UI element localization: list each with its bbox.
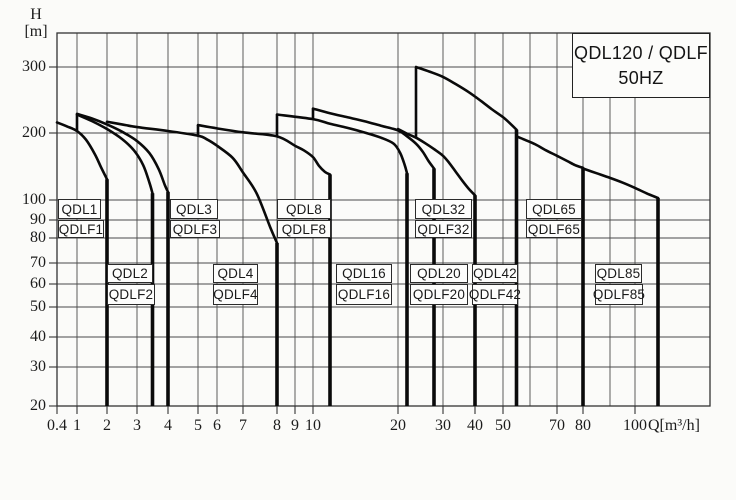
x-tick-label-1: 1	[73, 417, 81, 434]
y-tick-label-200: 200	[22, 124, 46, 141]
family-label-qdl16: QDL16	[336, 264, 392, 283]
x-tick-label-20: 20	[390, 417, 406, 434]
x-tick-label-5: 5	[194, 417, 202, 434]
x-tick-label-2: 2	[103, 417, 111, 434]
pump-curve-qdl85	[581, 167, 660, 200]
y-axis-title-unit: [m]	[24, 23, 48, 40]
family-label-qdlf4: QDLF4	[213, 284, 258, 305]
x-tick-label-50: 50	[495, 417, 511, 434]
x-tick-label-10: 10	[305, 417, 321, 434]
x-tick-label-4: 4	[164, 417, 172, 434]
family-label-qdlf16: QDLF16	[336, 284, 392, 305]
family-label-qdlf85: QDLF85	[593, 284, 645, 305]
x-tick-label-40: 40	[467, 417, 483, 434]
chart-title-line1: QDL120 / QDLF	[574, 42, 708, 63]
family-label-qdlf32: QDLF32	[415, 220, 472, 238]
y-tick-label-70: 70	[30, 254, 46, 271]
y-axis-title-symbol: H	[30, 6, 42, 23]
pump-curve-qdl42	[414, 65, 518, 131]
x-tick-label-7: 7	[239, 417, 247, 434]
pump-curve-qdl32	[396, 127, 477, 197]
y-axis-title: H [m]	[14, 6, 58, 40]
x-tick-label-70: 70	[549, 417, 565, 434]
pump-curve-qdl4	[105, 120, 279, 245]
family-label-qdlf20: QDLF20	[410, 284, 468, 305]
family-label-qdl42: QDL42	[472, 264, 518, 283]
family-label-qdl32: QDL32	[415, 199, 472, 219]
family-label-qdl1: QDL1	[58, 199, 101, 219]
family-label-qdlf8: QDLF8	[277, 220, 331, 238]
y-tick-label-300: 300	[22, 58, 46, 75]
family-label-qdl20: QDL20	[410, 264, 468, 283]
family-label-qdl8: QDL8	[277, 199, 331, 219]
pump-curve-qdl8	[196, 123, 332, 176]
y-tick-label-90: 90	[30, 211, 46, 228]
family-label-qdl2: QDL2	[107, 264, 153, 283]
pump-curve-qdl3	[75, 112, 170, 194]
pump-curve-qdl1	[55, 121, 109, 181]
family-label-qdl85: QDL85	[595, 264, 642, 283]
family-label-qdlf3: QDLF3	[170, 220, 220, 238]
y-tick-label-60: 60	[30, 275, 46, 292]
y-tick-label-40: 40	[30, 328, 46, 345]
family-label-qdlf1: QDLF1	[58, 220, 104, 238]
chart-title-box: QDL120 / QDLF 50HZ	[572, 33, 710, 98]
family-label-qdl4: QDL4	[213, 264, 258, 283]
y-tick-label-20: 20	[30, 397, 46, 414]
family-label-qdl3: QDL3	[170, 199, 218, 219]
x-tick-label-80: 80	[575, 417, 591, 434]
x-tick-label-3: 3	[133, 417, 141, 434]
x-tick-label-30: 30	[435, 417, 451, 434]
y-tick-label-50: 50	[30, 298, 46, 315]
pump-curve-qdl16	[275, 113, 409, 175]
x-tick-label-9: 9	[291, 417, 299, 434]
y-tick-label-80: 80	[30, 229, 46, 246]
x-tick-label-6: 6	[213, 417, 221, 434]
chart-title-line2: 50HZ	[618, 67, 664, 88]
x-tick-label-8: 8	[273, 417, 281, 434]
y-tick-label-30: 30	[30, 358, 46, 375]
x-tick-label-100: 100	[623, 417, 647, 434]
family-label-qdlf2: QDLF2	[107, 284, 155, 305]
family-label-qdlf65: QDLF65	[526, 220, 582, 238]
y-tick-label-100: 100	[22, 191, 46, 208]
family-label-qdl65: QDL65	[526, 199, 582, 219]
pump-curve-qdl65	[515, 135, 585, 170]
x-axis-unit: Q[m³/h]	[648, 417, 700, 434]
x-tick-label-0.4: 0.4	[47, 417, 67, 434]
family-label-qdlf42: QDLF42	[469, 284, 521, 305]
pump-curve-qdl2	[75, 113, 154, 195]
